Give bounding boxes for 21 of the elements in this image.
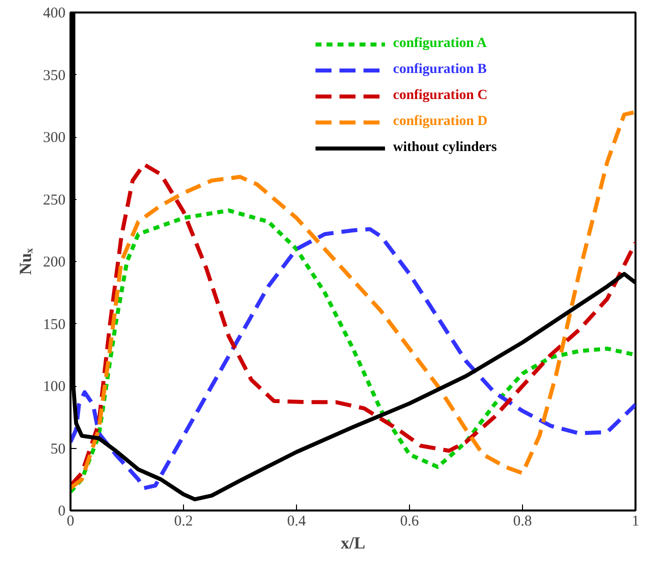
y-tick-label: 50 <box>50 441 66 458</box>
y-tick-label: 300 <box>43 130 66 146</box>
x-axis-title: x/L <box>340 534 366 552</box>
y-tick-label: 250 <box>43 192 66 208</box>
y-tick-label: 350 <box>43 68 66 84</box>
y-tick-label: 400 <box>43 6 66 22</box>
y-tick-label: 100 <box>43 379 66 395</box>
y-tick-label: 200 <box>43 254 66 270</box>
y-tick-label: 0 <box>58 504 66 520</box>
y-tick-label: 150 <box>43 316 66 333</box>
legend-label: configuration A <box>393 36 487 52</box>
x-tick-label: 1 <box>632 514 640 530</box>
y-axis-title: Nuₓ <box>16 248 35 275</box>
x-tick-label: 0.4 <box>287 514 306 530</box>
legend-label: without cylinders <box>393 140 497 156</box>
legend-label: configuration C <box>393 88 488 104</box>
legend-label: configuration B <box>393 62 487 78</box>
x-tick-label: 0.6 <box>400 514 420 530</box>
x-tick-label: 0.8 <box>513 514 532 530</box>
legend-label: configuration D <box>393 114 488 130</box>
x-tick-label: 0.2 <box>174 514 193 530</box>
